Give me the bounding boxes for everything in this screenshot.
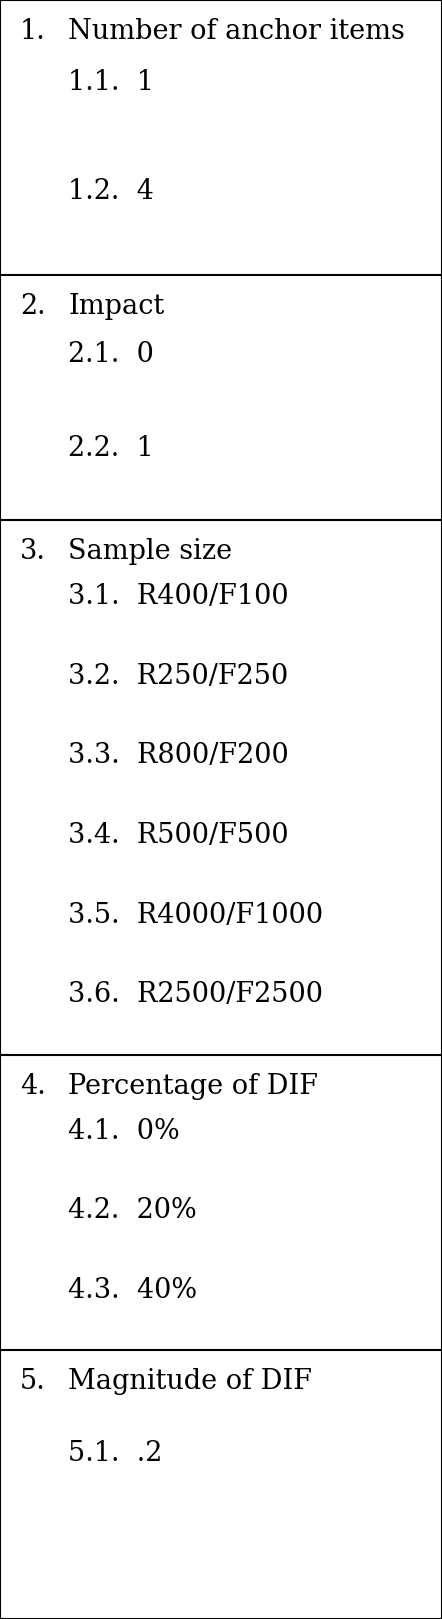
- Text: 4.3.  40%: 4.3. 40%: [68, 1277, 197, 1303]
- Text: 5.1.  .2: 5.1. .2: [68, 1439, 162, 1467]
- Text: 3.6.  R2500/F2500: 3.6. R2500/F2500: [68, 981, 323, 1009]
- Text: 3.: 3.: [20, 538, 46, 565]
- Text: 1.2.  4: 1.2. 4: [68, 178, 154, 206]
- Text: Impact: Impact: [68, 293, 164, 321]
- Text: 3.4.  R500/F500: 3.4. R500/F500: [68, 822, 289, 848]
- Text: 2.: 2.: [20, 293, 46, 321]
- Text: 2.2.  1: 2.2. 1: [68, 436, 154, 461]
- Text: 3.3.  R800/F200: 3.3. R800/F200: [68, 743, 289, 769]
- Text: 4.1.  0%: 4.1. 0%: [68, 1119, 180, 1145]
- Text: 4.: 4.: [20, 1073, 46, 1099]
- Text: 3.1.  R400/F100: 3.1. R400/F100: [68, 583, 289, 610]
- Text: 1.1.  1: 1.1. 1: [68, 70, 154, 96]
- Text: 5.: 5.: [20, 1368, 46, 1396]
- Text: 1.: 1.: [20, 18, 46, 45]
- Text: Percentage of DIF: Percentage of DIF: [68, 1073, 318, 1099]
- Text: 3.2.  R250/F250: 3.2. R250/F250: [68, 662, 288, 690]
- Text: 3.5.  R4000/F1000: 3.5. R4000/F1000: [68, 902, 323, 929]
- Text: Number of anchor items: Number of anchor items: [68, 18, 405, 45]
- Text: 4.2.  20%: 4.2. 20%: [68, 1198, 197, 1224]
- Text: Magnitude of DIF: Magnitude of DIF: [68, 1368, 312, 1396]
- Text: 2.1.  0: 2.1. 0: [68, 342, 154, 368]
- Text: Sample size: Sample size: [68, 538, 232, 565]
